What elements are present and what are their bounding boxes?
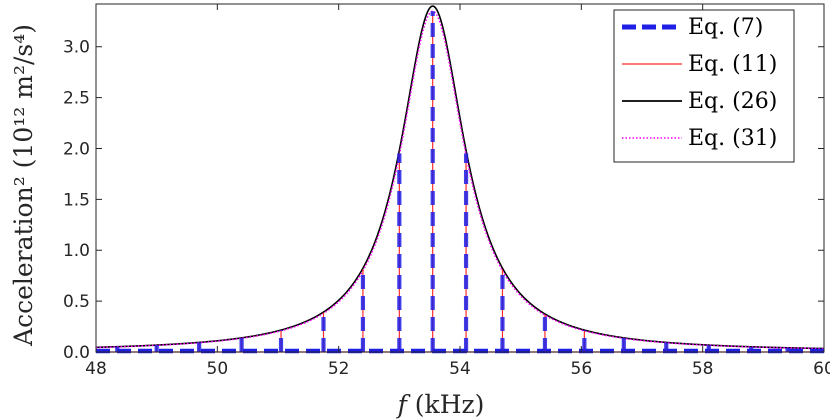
x-tick-label: 48: [85, 359, 107, 379]
legend-label: Eq. (11): [688, 52, 777, 77]
y-tick-label: 1.5: [63, 190, 90, 210]
curves-layer: [95, 5, 825, 350]
y-tick-label: 1.0: [63, 241, 90, 261]
y-tick-label: 2.0: [63, 139, 90, 159]
legend: Eq. (7) Eq. (11) Eq. (26) Eq. (31): [613, 9, 795, 163]
x-axis-title: f (kHz): [396, 390, 485, 419]
y-axis-title: Acceleration² (10¹² m²/s⁴): [9, 24, 38, 347]
x-tick-label: 54: [449, 359, 471, 379]
x-axis-title-variable: f: [396, 390, 411, 419]
y-tick-label: 0.0: [63, 343, 90, 363]
y-tick-label: 3.0: [63, 38, 90, 58]
x-tick-label: 50: [207, 359, 229, 379]
y-tick-label: 2.5: [63, 89, 90, 109]
x-tick-label: 52: [328, 359, 350, 379]
legend-box: [613, 9, 795, 163]
x-tick-label: 60: [813, 359, 830, 379]
x-tick-label: 58: [692, 359, 714, 379]
axis-ticks: 48 50 52 54 56 58 60 0.0 0.5 1.0 1.5 2.0 2.5 3.0: [63, 4, 830, 379]
y-tick-label: 0.5: [63, 292, 90, 312]
legend-label: Eq. (7): [688, 15, 763, 40]
series-eq26-line: [95, 5, 825, 350]
x-tick-label: 56: [571, 359, 593, 379]
legend-label: Eq. (26): [688, 89, 777, 114]
x-axis-title-unit: (kHz): [407, 390, 485, 419]
legend-label: Eq. (31): [688, 126, 777, 151]
